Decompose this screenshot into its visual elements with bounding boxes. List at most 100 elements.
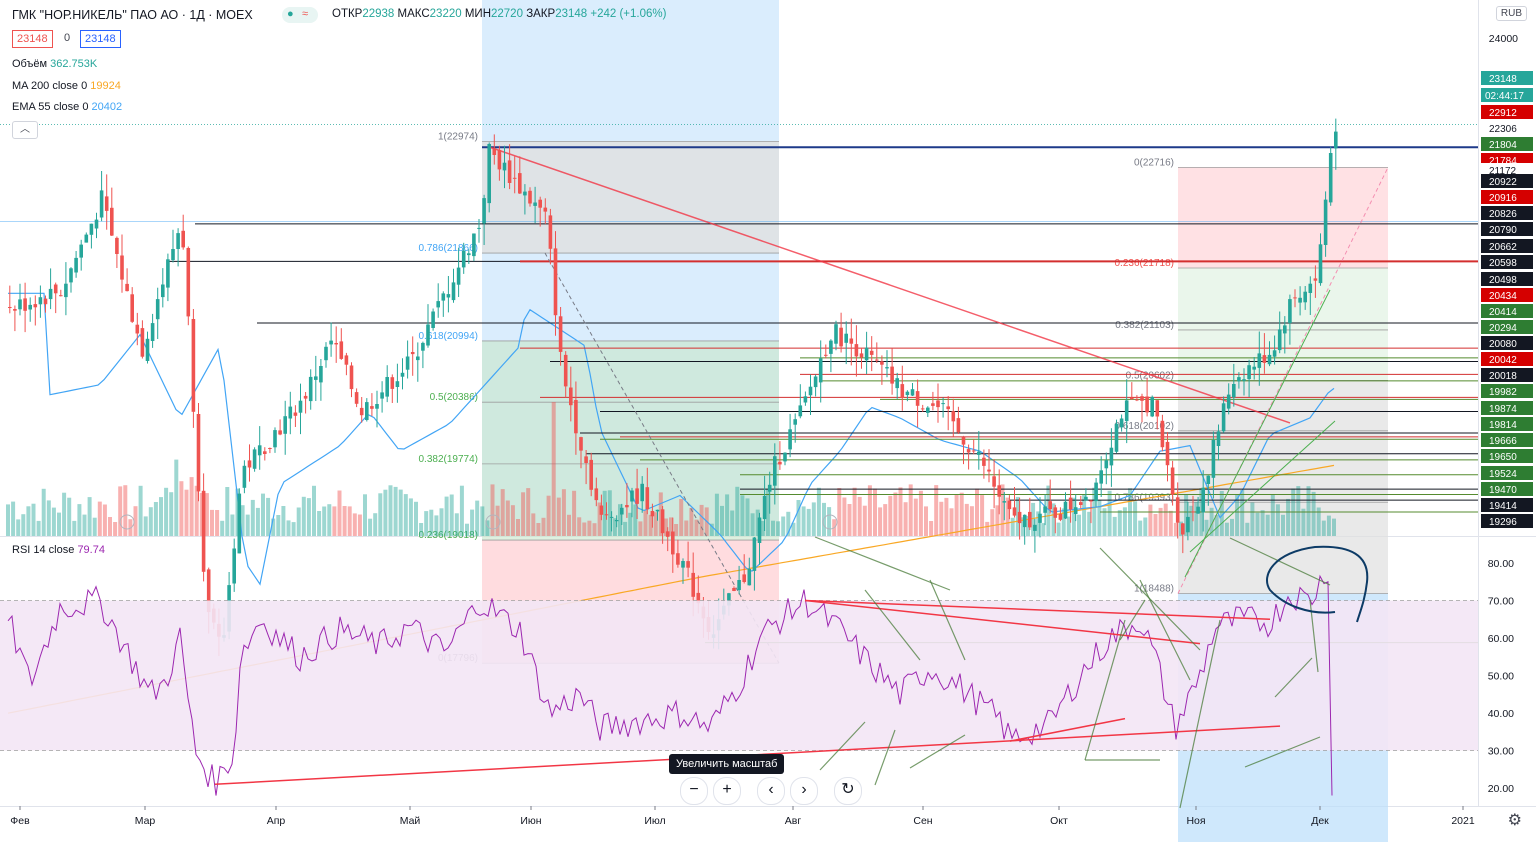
fib-level-label: 0.382(19774) xyxy=(419,454,479,465)
zoom-in-button[interactable]: + xyxy=(713,777,741,805)
trendline-down xyxy=(489,146,1291,424)
candle-body xyxy=(793,419,797,425)
candle-body xyxy=(1283,325,1287,334)
candle-body xyxy=(507,160,512,183)
candle-body xyxy=(752,537,757,571)
volume-bar xyxy=(1046,485,1051,536)
candle-body xyxy=(1058,514,1063,520)
volume-bar xyxy=(312,485,316,536)
buy-price-pill[interactable]: 23148 xyxy=(80,30,121,48)
scroll-back-button[interactable]: ‹ xyxy=(757,777,785,805)
volume-bar xyxy=(1275,504,1280,536)
price-mark-bg xyxy=(1481,137,1533,151)
currency-button[interactable]: RUB xyxy=(1495,6,1527,21)
volume-bar xyxy=(873,488,877,536)
status-dot-icon: ● xyxy=(287,8,294,20)
volume-bar xyxy=(1010,517,1015,536)
rsi-line xyxy=(7,574,1333,796)
time-axis-label: 2021 xyxy=(1451,815,1475,827)
candle-body xyxy=(533,202,537,206)
volume-bar xyxy=(449,494,454,536)
price-axis-label: 24000 xyxy=(1489,33,1518,45)
price-mark-label: 23148 xyxy=(1489,74,1517,85)
volume-bar xyxy=(363,494,367,536)
rsi-trendline xyxy=(1009,717,1126,742)
zoom-out-button[interactable]: − xyxy=(680,777,708,805)
volume-bar xyxy=(373,513,378,536)
price-mark-label: 19414 xyxy=(1489,501,1517,512)
volume-bar xyxy=(1041,523,1046,536)
volume-bar xyxy=(352,513,357,536)
volume-bar xyxy=(1184,494,1189,536)
candle-body xyxy=(308,376,313,402)
candle-body xyxy=(1186,516,1190,533)
sell-price-pill[interactable]: 23148 xyxy=(12,30,53,48)
volume-bar xyxy=(883,504,888,536)
candle-body xyxy=(732,588,736,591)
candle-body xyxy=(69,268,73,283)
volume-bar xyxy=(944,497,949,536)
candle-body xyxy=(1328,153,1333,203)
volume-bar xyxy=(26,506,31,536)
volume-bar xyxy=(72,520,77,536)
fib-level-label: 0.236(21718) xyxy=(1115,258,1175,269)
fib-level-label: 1(18488) xyxy=(1134,583,1174,594)
candle-body xyxy=(268,448,272,449)
rsi-axis-label: 70.00 xyxy=(1488,596,1514,608)
drawing-line xyxy=(1274,657,1313,698)
trendline-up xyxy=(1184,289,1331,578)
candle-body xyxy=(880,361,884,365)
volume-bar xyxy=(1194,501,1199,536)
rsi-axis-label: 30.00 xyxy=(1488,746,1514,758)
candle-body xyxy=(824,354,828,356)
candle-body xyxy=(660,509,665,534)
volume-bar xyxy=(77,504,82,536)
fib-level-label: 0(22716) xyxy=(1134,157,1174,168)
volume-bar xyxy=(1204,519,1209,536)
candle-body xyxy=(966,449,971,453)
candle-body xyxy=(18,299,22,310)
scroll-forward-button[interactable]: › xyxy=(790,777,818,805)
candle-body xyxy=(620,507,624,515)
volume-bar xyxy=(225,487,230,536)
ma200-legend: MA 200 close 0 19924 xyxy=(12,80,121,92)
volume-bar xyxy=(31,503,36,536)
collapse-legend-button[interactable]: ︿ xyxy=(12,121,38,139)
candle-body xyxy=(609,516,614,518)
candle-body xyxy=(691,572,695,597)
volume-bar xyxy=(1143,517,1148,536)
candle-body xyxy=(1124,400,1129,422)
candle-body xyxy=(1267,354,1272,365)
candle-body xyxy=(125,283,129,292)
volume-bar xyxy=(383,489,388,536)
candle-body xyxy=(252,449,257,469)
zoom-tooltip: Увеличить масштаб xyxy=(669,754,785,774)
candle-body xyxy=(482,198,486,224)
price-mark-label: 20790 xyxy=(1489,225,1517,236)
candle-body xyxy=(742,574,746,582)
gear-icon[interactable]: ⚙ xyxy=(1507,812,1522,829)
volume-bar xyxy=(929,521,934,536)
volume-bar xyxy=(699,504,704,536)
candle-body xyxy=(135,324,140,334)
volume-bar xyxy=(714,493,719,536)
price-mark-bg xyxy=(1481,255,1533,269)
volume-bar xyxy=(653,512,658,536)
candle-body xyxy=(104,196,109,211)
price-mark-label: 21172 xyxy=(1489,166,1517,177)
candle-body xyxy=(344,355,349,365)
volume-bar xyxy=(393,486,398,536)
reset-chart-button[interactable]: ↻ xyxy=(834,777,862,805)
volume-bar xyxy=(709,523,714,536)
volume-bar xyxy=(1153,514,1158,536)
drawing-line xyxy=(874,729,896,786)
candle-body xyxy=(385,377,389,397)
volume-bar xyxy=(184,489,189,536)
volume-bar xyxy=(924,506,928,536)
indicator-toggle[interactable]: ● ≈ xyxy=(282,7,318,23)
volume-bar xyxy=(429,509,434,536)
event-marker-icon xyxy=(119,514,135,530)
candle-body xyxy=(145,338,150,361)
candle-body xyxy=(288,406,293,419)
